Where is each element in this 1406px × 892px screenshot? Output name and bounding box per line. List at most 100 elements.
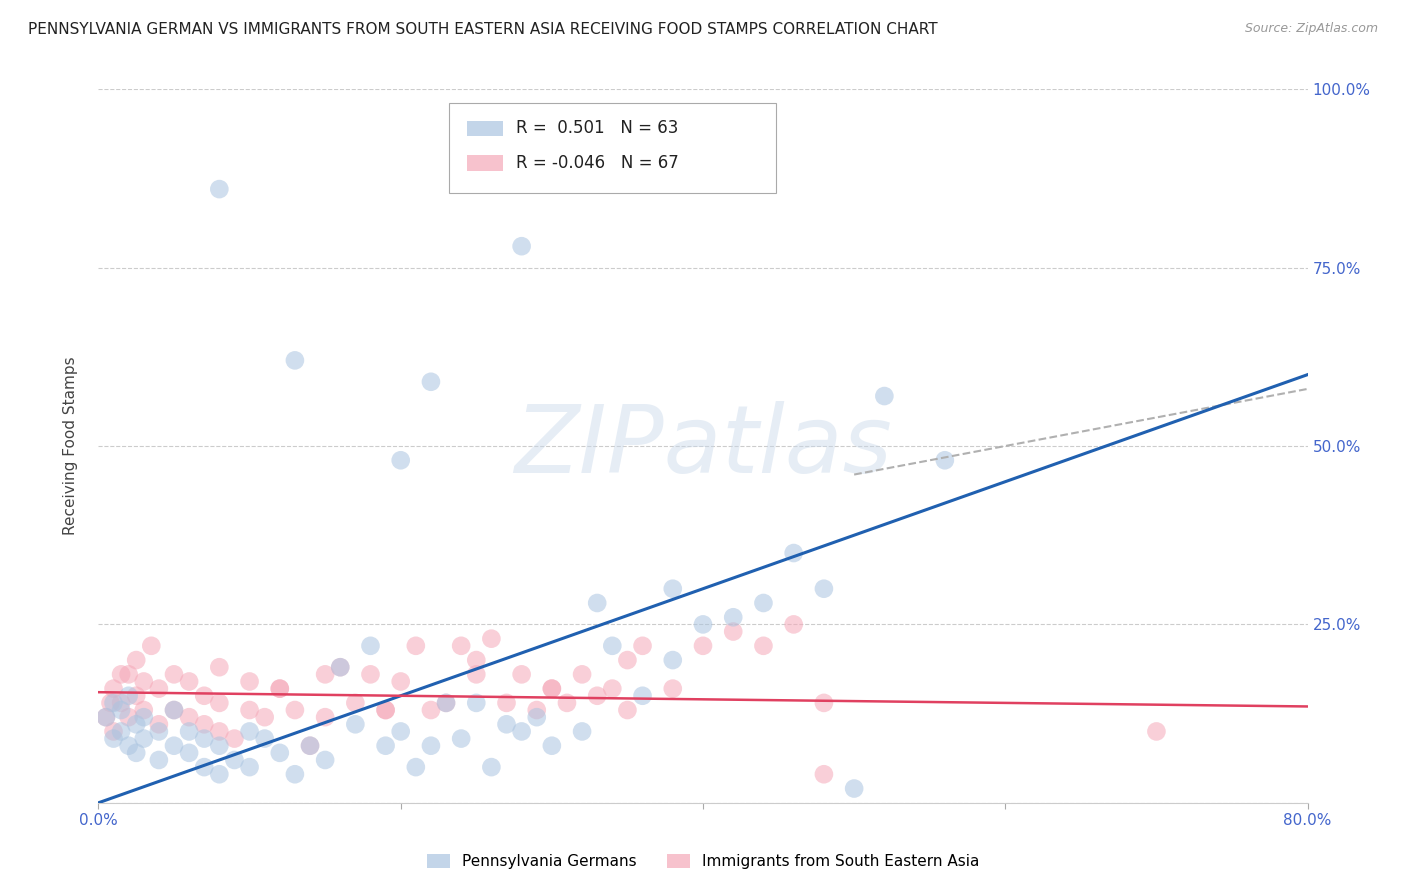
Point [844,781,866,796]
Point [405,639,427,653]
Point [125,746,148,760]
Point [284,703,307,717]
Point [110,724,132,739]
Point [510,239,533,253]
Point [118,667,141,681]
Point [510,667,533,681]
Point [193,717,215,731]
Point [94,710,117,724]
Point [239,674,262,689]
Point [434,696,457,710]
Point [314,753,336,767]
Point [269,681,291,696]
Point [1144,724,1167,739]
Point [118,689,141,703]
Bar [467,155,503,170]
Point [163,703,186,717]
Bar [467,120,503,136]
Point [662,653,685,667]
Point [314,667,336,681]
Point [495,717,517,731]
Point [224,753,246,767]
Point [602,639,624,653]
Point [783,617,806,632]
Point [586,596,609,610]
Point [329,660,352,674]
Point [510,724,533,739]
Point [193,689,215,703]
Point [94,710,117,724]
Point [374,703,396,717]
Point [571,667,593,681]
Point [125,653,148,667]
Point [344,717,367,731]
Point [299,739,322,753]
Point [631,639,654,653]
Point [193,731,215,746]
Point [540,739,562,753]
Point [125,717,148,731]
Point [540,681,562,696]
Point [253,731,276,746]
Point [934,453,956,467]
Point [389,674,412,689]
Point [329,660,352,674]
Point [118,739,141,753]
Point [344,696,367,710]
Point [284,767,307,781]
Point [813,696,835,710]
Text: ZIPatlas: ZIPatlas [515,401,891,491]
Point [526,710,548,724]
Point [193,760,215,774]
Point [752,639,775,653]
Text: R = -0.046   N = 67: R = -0.046 N = 67 [516,153,678,171]
Point [481,760,503,774]
Point [100,696,122,710]
Point [141,639,163,653]
Point [450,731,472,746]
Point [148,724,170,739]
Point [125,689,148,703]
Point [360,667,382,681]
Point [253,710,276,724]
Point [208,724,231,739]
Point [662,582,685,596]
Point [465,696,488,710]
Point [239,724,262,739]
Point [555,696,578,710]
Point [873,389,896,403]
Point [374,739,396,753]
Point [179,674,201,689]
Point [481,632,503,646]
Point [118,710,141,724]
Point [420,703,443,717]
Point [103,696,125,710]
Point [284,353,307,368]
Point [420,375,443,389]
Point [783,546,806,560]
Point [495,696,517,710]
Point [239,760,262,774]
Point [813,767,835,781]
Legend: Pennsylvania Germans, Immigrants from South Eastern Asia: Pennsylvania Germans, Immigrants from So… [420,848,986,875]
Text: Source: ZipAtlas.com: Source: ZipAtlas.com [1244,22,1378,36]
Point [110,667,132,681]
Point [540,681,562,696]
Point [179,746,201,760]
Point [208,739,231,753]
Point [374,703,396,717]
Point [723,610,745,624]
Point [163,667,186,681]
Point [389,724,412,739]
Point [571,724,593,739]
Point [465,653,488,667]
Point [299,739,322,753]
Point [148,753,170,767]
Point [526,703,548,717]
Point [360,639,382,653]
Point [616,703,638,717]
Point [148,717,170,731]
Point [723,624,745,639]
Point [103,731,125,746]
Point [692,617,714,632]
